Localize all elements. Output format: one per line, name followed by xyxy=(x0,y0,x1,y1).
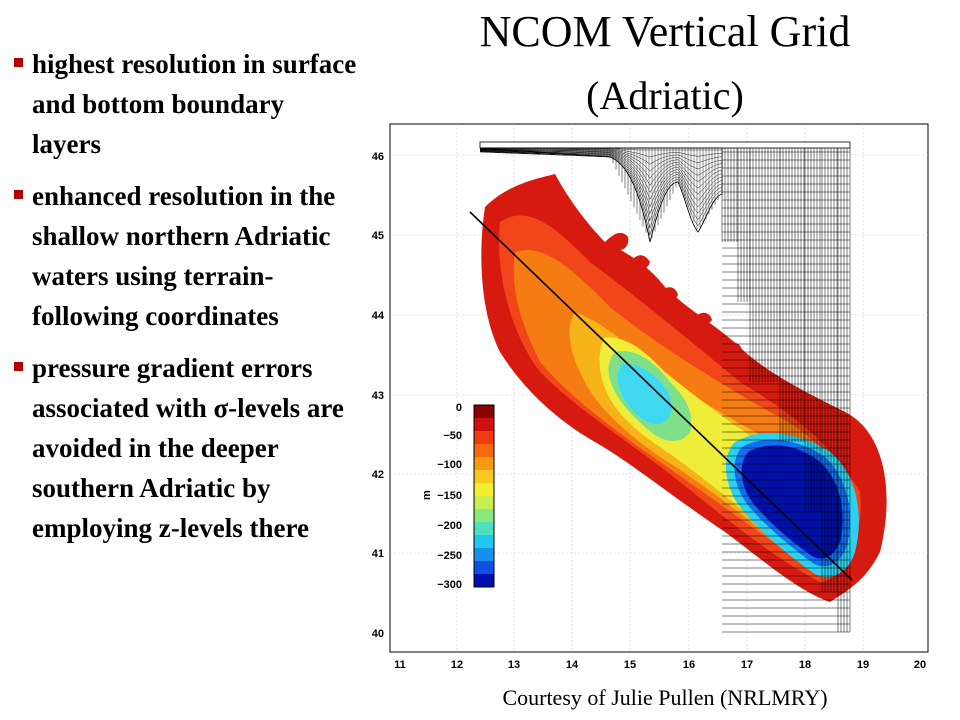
colorbar-swatch xyxy=(474,509,494,523)
y-axis-ticks: 40 41 42 43 44 45 46 xyxy=(372,151,385,640)
colorbar-swatch xyxy=(474,470,494,484)
coastline-islands xyxy=(605,232,742,355)
x-tick-label: 14 xyxy=(566,659,579,671)
y-tick-label: 41 xyxy=(372,548,384,560)
colorbar-swatch xyxy=(474,431,494,445)
colorbar-swatch xyxy=(474,496,494,510)
bullet-item: pressure gradient errors associated with… xyxy=(12,348,357,548)
x-tick-label: 20 xyxy=(914,659,926,671)
bullet-square-icon xyxy=(14,58,23,67)
y-tick-label: 43 xyxy=(372,390,384,402)
sigma-level-line xyxy=(479,150,723,208)
colorbar-swatch xyxy=(474,574,494,588)
y-tick-label: 42 xyxy=(372,469,384,481)
x-tick-label: 18 xyxy=(799,659,811,671)
slide-subtitle: (Adriatic) xyxy=(586,73,744,118)
image-credit: Courtesy of Julie Pullen (NRLMRY) xyxy=(502,685,828,710)
bullet-text: highest resolution in surface and bottom… xyxy=(32,49,357,159)
x-tick-label: 12 xyxy=(451,659,463,671)
sigma-level-line xyxy=(479,149,723,201)
colorbar-swatch xyxy=(474,483,494,497)
y-tick-label: 45 xyxy=(372,230,384,242)
colorbar-swatch xyxy=(474,418,494,432)
colorbar-tick: −250 xyxy=(437,550,462,562)
colorbar-swatch xyxy=(474,548,494,562)
x-tick-label: 15 xyxy=(624,659,636,671)
sigma-level-line xyxy=(479,151,723,229)
bullet-text: pressure gradient errors associated with… xyxy=(32,353,344,543)
colorbar-tick: −150 xyxy=(437,490,462,502)
x-tick-label: 11 xyxy=(394,659,406,671)
y-tick-label: 40 xyxy=(372,628,384,640)
y-tick-label: 46 xyxy=(372,151,384,163)
slide-title: NCOM Vertical Grid xyxy=(479,7,851,56)
bathymetry-map-figure: m 0 −50 −100 −150 −200 −250 −300 11 12 1… xyxy=(360,112,945,682)
colorbar-swatch xyxy=(474,535,494,549)
colorbar-label: m xyxy=(421,490,433,500)
colorbar-tick: 0 xyxy=(456,402,462,414)
colorbar-swatch xyxy=(474,457,494,471)
y-tick-label: 44 xyxy=(372,310,385,322)
colorbar-tick: −50 xyxy=(443,430,462,442)
colorbar-swatch xyxy=(474,444,494,458)
colorbar-swatch xyxy=(474,405,494,419)
transect-line xyxy=(469,211,853,581)
bullet-list: highest resolution in surface and bottom… xyxy=(12,44,357,560)
x-tick-label: 16 xyxy=(683,659,695,671)
colorbar: m 0 −50 −100 −150 −200 −250 −300 xyxy=(421,402,495,591)
sigma-level-line xyxy=(479,151,723,235)
colorbar-swatch xyxy=(474,561,494,575)
bathymetry-map-svg: m 0 −50 −100 −150 −200 −250 −300 11 12 1… xyxy=(372,123,929,671)
vertical-grid-section xyxy=(479,141,851,633)
x-tick-label: 13 xyxy=(508,659,520,671)
bullet-square-icon xyxy=(14,190,23,199)
bullet-text: enhanced resolution in the shallow north… xyxy=(32,181,336,331)
colorbar-tick: −100 xyxy=(437,459,462,471)
colorbar-swatch xyxy=(474,522,494,536)
bullet-item: highest resolution in surface and bottom… xyxy=(12,44,357,164)
colorbar-tick: −200 xyxy=(437,520,462,532)
x-tick-label: 17 xyxy=(741,659,753,671)
bullet-square-icon xyxy=(14,362,23,371)
x-axis-ticks: 11 12 13 14 15 16 17 18 19 20 xyxy=(394,659,926,671)
bullet-item: enhanced resolution in the shallow north… xyxy=(12,176,357,336)
x-tick-label: 19 xyxy=(857,659,869,671)
colorbar-tick: −300 xyxy=(437,579,462,591)
sigma-level-line xyxy=(479,150,723,215)
